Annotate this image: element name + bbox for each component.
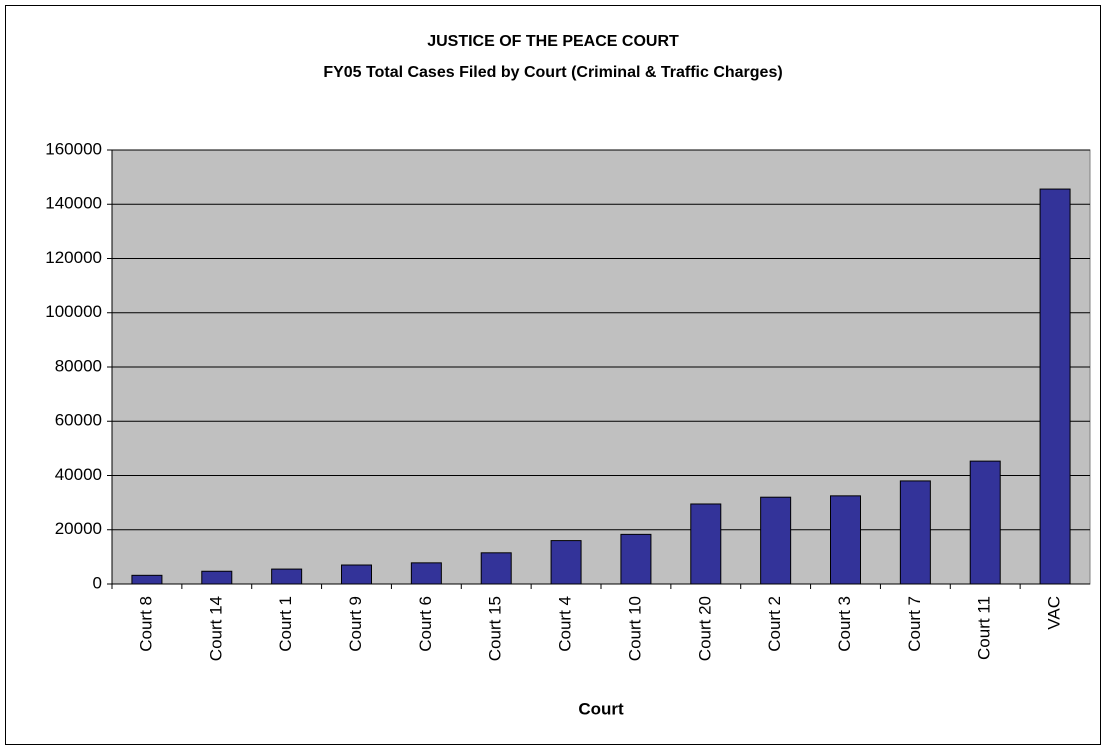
y-tick-label: 120000 bbox=[45, 248, 102, 267]
x-tick-label: Court 3 bbox=[835, 596, 854, 652]
bar bbox=[969, 460, 1001, 585]
bar bbox=[480, 552, 512, 585]
x-tick-label: Court 7 bbox=[905, 596, 924, 652]
x-tick-label: Court 11 bbox=[975, 596, 994, 660]
x-tick-label: Court 4 bbox=[556, 596, 575, 652]
x-tick-label: Court 14 bbox=[206, 596, 225, 661]
bar bbox=[271, 568, 303, 585]
x-tick-label: Court 1 bbox=[276, 596, 295, 652]
y-tick-label: 60000 bbox=[55, 411, 102, 430]
x-tick-label: Court 8 bbox=[136, 596, 155, 652]
x-tick-label: Court 10 bbox=[625, 596, 644, 661]
bar bbox=[341, 564, 372, 585]
x-tick-label: Court 20 bbox=[695, 596, 714, 661]
bar bbox=[201, 570, 233, 585]
y-tick-label: 80000 bbox=[55, 356, 102, 375]
bar bbox=[131, 574, 163, 585]
bar bbox=[899, 480, 931, 585]
y-tick-label: 100000 bbox=[45, 302, 102, 321]
chart-subtitle: FY05 Total Cases Filed by Court (Crimina… bbox=[323, 64, 782, 81]
x-tick-label: Court 9 bbox=[346, 596, 365, 652]
x-tick-label: Court 6 bbox=[416, 596, 435, 652]
bar bbox=[760, 496, 792, 585]
bar bbox=[690, 503, 722, 585]
bar bbox=[620, 533, 652, 585]
bar bbox=[550, 540, 582, 585]
x-axis-title: Court bbox=[578, 699, 624, 718]
x-tick-label: Court 2 bbox=[765, 596, 784, 652]
y-tick-label: 20000 bbox=[55, 519, 102, 538]
y-tick-label: 140000 bbox=[45, 194, 102, 213]
y-tick-label: 160000 bbox=[45, 139, 102, 158]
x-tick-label: VAC bbox=[1045, 596, 1064, 630]
chart-title: JUSTICE OF THE PEACE COURT bbox=[427, 33, 679, 50]
x-tick-label: Court 15 bbox=[486, 596, 505, 661]
bar bbox=[1039, 188, 1071, 585]
bar bbox=[830, 495, 861, 585]
y-tick-label: 40000 bbox=[55, 465, 102, 484]
bar bbox=[410, 562, 442, 585]
y-tick-label: 0 bbox=[93, 573, 102, 592]
